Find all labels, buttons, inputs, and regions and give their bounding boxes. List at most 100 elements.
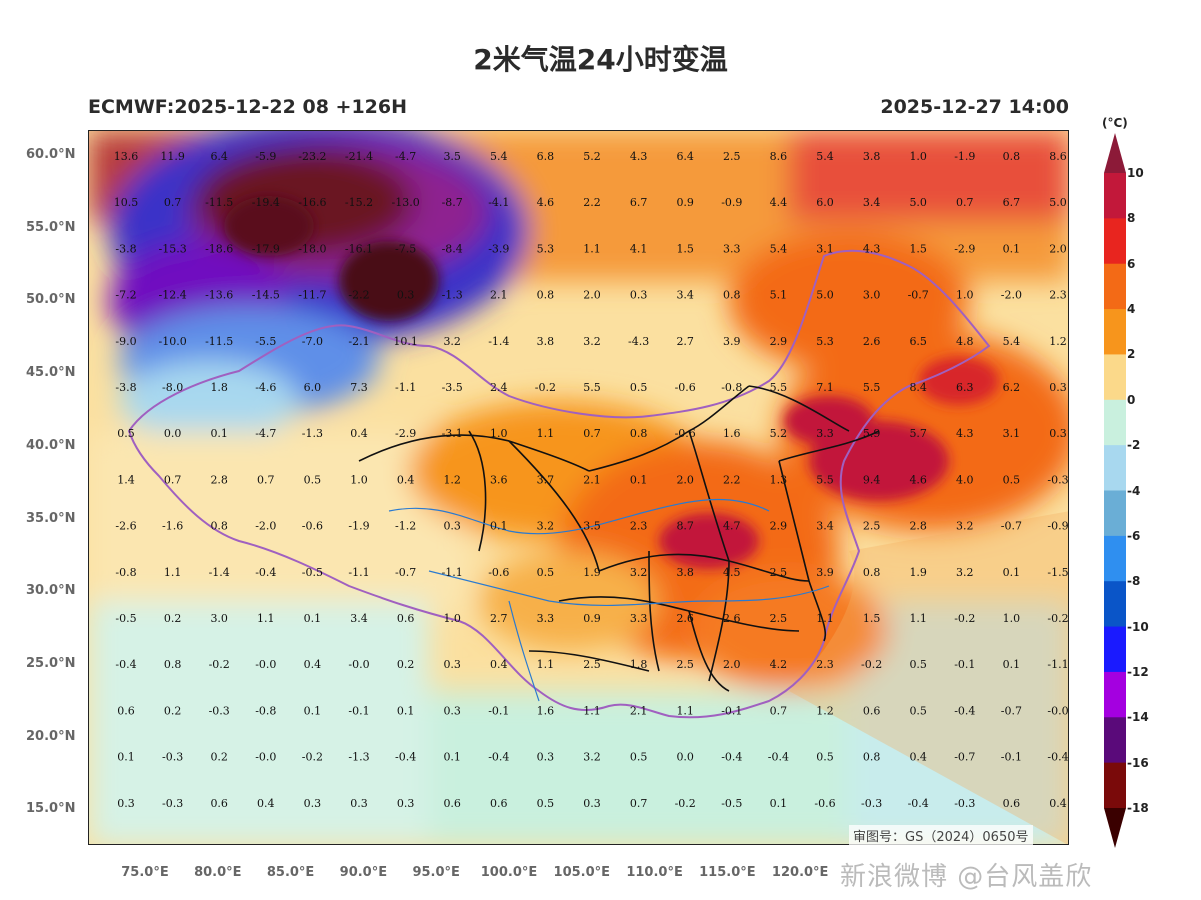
- colorbar: [1104, 133, 1126, 848]
- grid-value: -9.0: [115, 335, 136, 348]
- grid-value: -1.6: [162, 520, 183, 533]
- grid-value: 0.4: [257, 797, 275, 810]
- grid-value: 0.5: [1003, 473, 1021, 486]
- grid-value: -5.9: [255, 150, 276, 163]
- grid-value: 5.0: [909, 196, 927, 209]
- grid-value: -19.4: [252, 196, 280, 209]
- grid-value: -0.1: [954, 658, 975, 671]
- grid-value: -4.6: [255, 381, 276, 394]
- grid-value: -0.8: [721, 381, 742, 394]
- grid-value: 8.6: [1049, 150, 1067, 163]
- grid-value: 1.1: [909, 612, 927, 625]
- grid-value: -3.1: [442, 427, 463, 440]
- grid-value: 0.1: [210, 427, 228, 440]
- grid-value: 2.1: [583, 473, 601, 486]
- grid-value: 4.0: [956, 473, 974, 486]
- grid-value: 0.8: [164, 658, 182, 671]
- grid-value: -0.3: [1047, 473, 1068, 486]
- grid-value: 11.9: [160, 150, 185, 163]
- grid-value: 0.6: [117, 704, 135, 717]
- grid-value: 0.4: [909, 751, 927, 764]
- grid-value: 3.1: [816, 242, 834, 255]
- colorbar-band: [1104, 581, 1126, 628]
- grid-value: -0.3: [162, 797, 183, 810]
- grid-value: 0.3: [630, 289, 648, 302]
- grid-value: -0.7: [954, 751, 975, 764]
- grid-value: 3.4: [816, 520, 834, 533]
- grid-value: 2.1: [490, 289, 508, 302]
- grid-value: 0.3: [117, 797, 135, 810]
- grid-value: -4.3: [628, 335, 649, 348]
- map-canvas: 13.6 11.9 6.4 -5.9 -23.2 -21.4 -4.7 3.5 5.4 6.8 5.…: [89, 131, 1068, 844]
- grid-value: 0.5: [630, 381, 648, 394]
- grid-value: -0.2: [535, 381, 556, 394]
- longitude-label: 105.0°E: [553, 865, 611, 880]
- grid-value: 0.7: [630, 797, 648, 810]
- grid-value: 5.2: [583, 150, 601, 163]
- grid-value: 5.0: [1049, 196, 1067, 209]
- temperature-change-map: 13.6 11.9 6.4 -5.9 -23.2 -21.4 -4.7 3.5 5.4 6.8 5.…: [88, 130, 1069, 845]
- grid-value: -14.5: [252, 289, 280, 302]
- grid-value: 0.4: [397, 473, 415, 486]
- grid-value: 1.6: [723, 427, 741, 440]
- grid-value: 1.0: [1003, 612, 1021, 625]
- grid-value: -1.4: [209, 566, 230, 579]
- grid-value: -12.4: [158, 289, 186, 302]
- grid-value: 5.4: [490, 150, 508, 163]
- colorbar-band: [1104, 626, 1126, 673]
- grid-value: -1.3: [302, 427, 323, 440]
- grid-value: 0.5: [630, 751, 648, 764]
- grid-value: 1.1: [164, 566, 182, 579]
- grid-value: 0.1: [117, 751, 135, 764]
- grid-value: 1.1: [583, 242, 601, 255]
- grid-value: -0.3: [861, 797, 882, 810]
- grid-value: 3.4: [676, 289, 694, 302]
- grid-value: 0.1: [490, 520, 508, 533]
- grid-value: -0.4: [954, 704, 975, 717]
- grid-value: 0.1: [1003, 242, 1021, 255]
- grid-value: -0.1: [348, 704, 369, 717]
- grid-value: -16.6: [298, 196, 326, 209]
- grid-value: 0.3: [1049, 381, 1067, 394]
- grid-value: -0.0: [1047, 704, 1068, 717]
- grid-value: 3.3: [723, 242, 741, 255]
- grid-value: -11.5: [205, 196, 233, 209]
- grid-value: -0.5: [115, 612, 136, 625]
- grid-value: -2.6: [115, 520, 136, 533]
- grid-value: 1.5: [909, 242, 927, 255]
- grid-value: 8.7: [676, 520, 694, 533]
- grid-value: -0.3: [162, 751, 183, 764]
- longitude-label: 75.0°E: [121, 865, 169, 880]
- grid-value: 0.6: [443, 797, 461, 810]
- colorbar-tick-label: -18: [1127, 801, 1149, 815]
- grid-value: 0.1: [630, 473, 648, 486]
- grid-value: 2.8: [909, 520, 927, 533]
- grid-value: 6.7: [1003, 196, 1021, 209]
- grid-value: 3.5: [583, 520, 601, 533]
- grid-value: 0.7: [164, 196, 182, 209]
- grid-value: 3.3: [816, 427, 834, 440]
- colorbar-band: [1104, 671, 1126, 718]
- model-run-label: ECMWF:2025-12-22 08 +126H: [88, 96, 408, 118]
- grid-value: 7.3: [350, 381, 368, 394]
- grid-value: 0.8: [863, 751, 881, 764]
- grid-value: 3.2: [583, 751, 601, 764]
- grid-value: -0.2: [209, 658, 230, 671]
- grid-value: 3.3: [537, 612, 555, 625]
- grid-value: 2.0: [723, 658, 741, 671]
- grid-value: -16.1: [345, 242, 373, 255]
- colorbar-tick-label: 6: [1127, 256, 1136, 271]
- rivers: [388, 498, 830, 702]
- grid-value: 0.3: [397, 289, 415, 302]
- grid-value: 0.0: [676, 751, 694, 764]
- grid-value: 1.9: [583, 566, 601, 579]
- latitude-label: 25.0°N: [26, 655, 76, 671]
- colorbar-band: [1104, 218, 1126, 265]
- grid-value: 0.4: [304, 658, 322, 671]
- grid-value: 2.9: [770, 520, 788, 533]
- colorbar-band: [1104, 717, 1126, 764]
- grid-value: 0.8: [210, 520, 228, 533]
- grid-value: 4.6: [909, 473, 927, 486]
- grid-value: -0.4: [395, 751, 416, 764]
- grid-value: -23.2: [298, 150, 326, 163]
